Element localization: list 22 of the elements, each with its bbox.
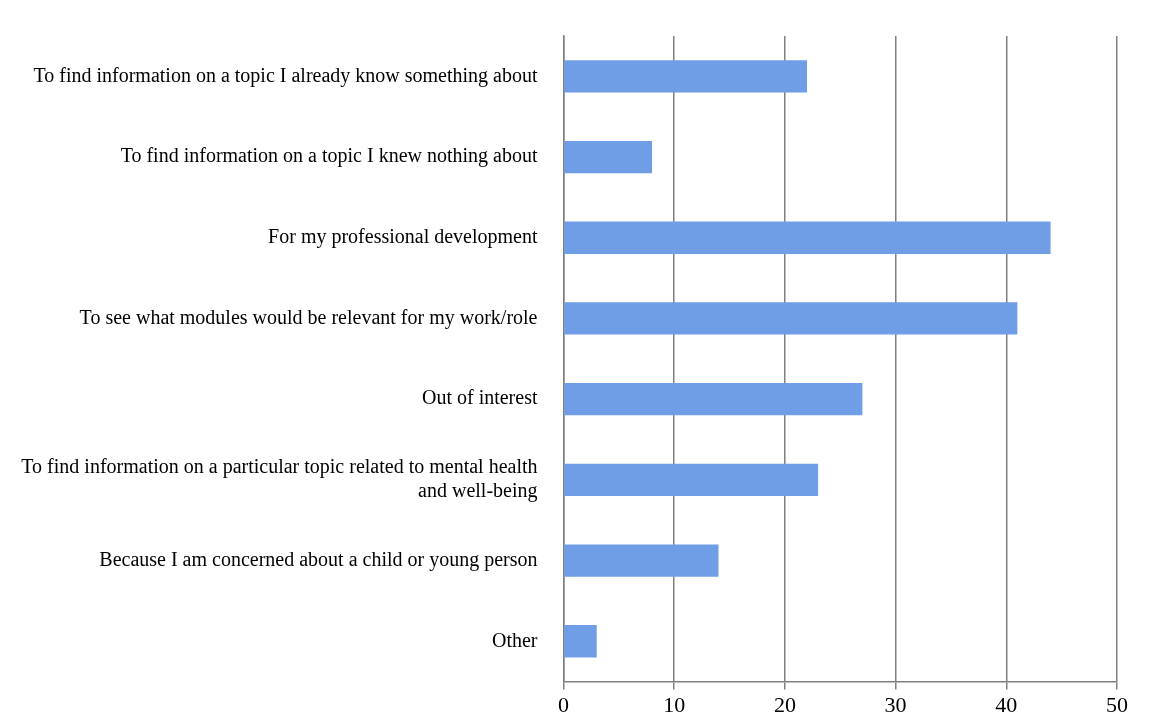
y-tick-label: Because I am concerned about a child or young person (99, 547, 538, 571)
x-tick-label: 20 (773, 691, 796, 717)
x-tick-label: 10 (663, 691, 686, 717)
x-tick-label: 0 (558, 691, 569, 717)
y-tick-label: Out of interest (421, 386, 538, 409)
x-tick-label: 50 (1106, 691, 1128, 717)
bar (564, 383, 863, 416)
bar (564, 60, 808, 93)
y-tick-label: For my professional development (268, 225, 538, 248)
y-tick-label: Other (491, 628, 538, 651)
bar (564, 221, 1051, 254)
x-tick-label: 30 (884, 691, 907, 717)
bar (564, 625, 597, 658)
bar (564, 302, 1018, 335)
y-tick-label: To find information on a topic I already know something about (33, 63, 538, 87)
bar (564, 140, 653, 174)
y-tick-label: To see what modules would be relevant for my work/role (79, 305, 538, 329)
bar (564, 544, 719, 577)
y-tick-label: To find information on a particular topic related to mental health and well-being (21, 455, 538, 503)
x-tick-label: 40 (995, 691, 1018, 717)
bar (564, 463, 819, 496)
y-tick-label: To find information on a topic I knew nothing about (120, 144, 538, 168)
